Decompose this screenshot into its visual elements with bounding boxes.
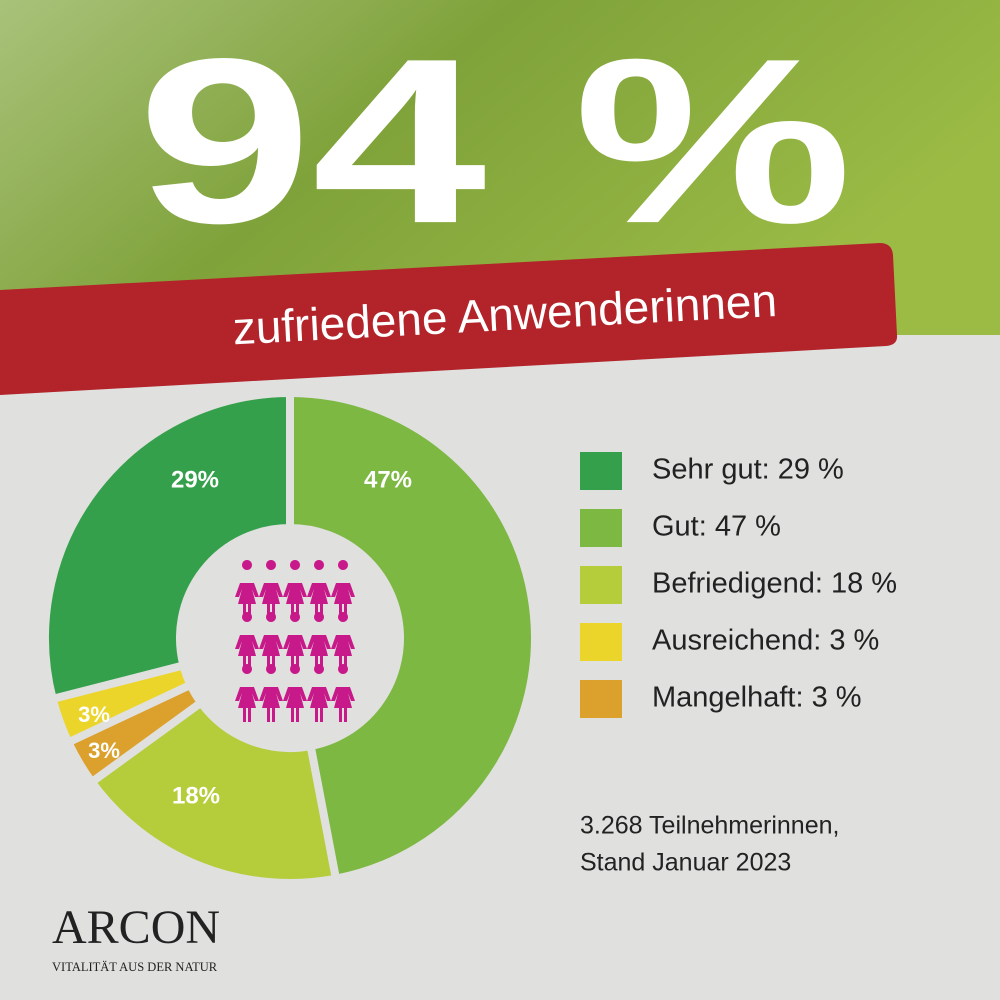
note: Stand Januar 2023	[580, 849, 791, 877]
data-label: 29%	[171, 466, 219, 493]
logo-tagline: VITALITÄT AUS DER NATUR	[52, 960, 218, 974]
legend-label: Ausreichend: 3 %	[652, 625, 879, 657]
logo: ARCON	[52, 901, 220, 954]
legend-label: Befriedigend: 18 %	[652, 568, 897, 600]
legend-label: Mangelhaft: 3 %	[652, 682, 862, 714]
woman-icon	[283, 664, 307, 722]
pie-slice	[41, 388, 294, 704]
legend-swatch	[580, 623, 622, 661]
pie-slice	[286, 388, 539, 884]
woman-icon	[235, 612, 259, 670]
data-label: 47%	[364, 466, 412, 493]
legend-label: Gut: 47 %	[652, 511, 781, 543]
woman-icon	[307, 612, 331, 670]
legend-swatch	[580, 509, 622, 547]
woman-icon	[259, 612, 283, 670]
legend-swatch	[580, 680, 622, 718]
woman-icon	[283, 612, 307, 670]
woman-icon	[331, 664, 355, 722]
woman-icon	[235, 559, 259, 618]
data-label: 18%	[172, 782, 220, 809]
legend-label: Sehr gut: 29 %	[652, 454, 844, 486]
woman-icon	[283, 560, 307, 618]
note: 3.268 Teilnehmerinnen,	[580, 812, 839, 840]
pie-slice	[86, 697, 341, 887]
legend: Sehr gut: 29 % Gut: 47 % Befriedigend: 18 …	[580, 452, 897, 718]
data-label: 3%	[78, 702, 110, 727]
woman-icon	[259, 664, 283, 722]
woman-icon	[235, 664, 259, 722]
woman-icon	[307, 560, 331, 618]
data-label: 3%	[88, 738, 120, 763]
woman-icon	[307, 664, 331, 722]
donut-chart: 47% 18% 3% 3% 29%	[41, 388, 539, 887]
woman-icon	[331, 612, 355, 670]
headline: 94 %	[138, 9, 853, 272]
legend-swatch	[580, 452, 622, 490]
woman-icon	[259, 560, 283, 618]
people-icons	[235, 559, 355, 722]
legend-swatch	[580, 566, 622, 604]
woman-icon	[331, 560, 355, 618]
banner	[0, 243, 898, 395]
